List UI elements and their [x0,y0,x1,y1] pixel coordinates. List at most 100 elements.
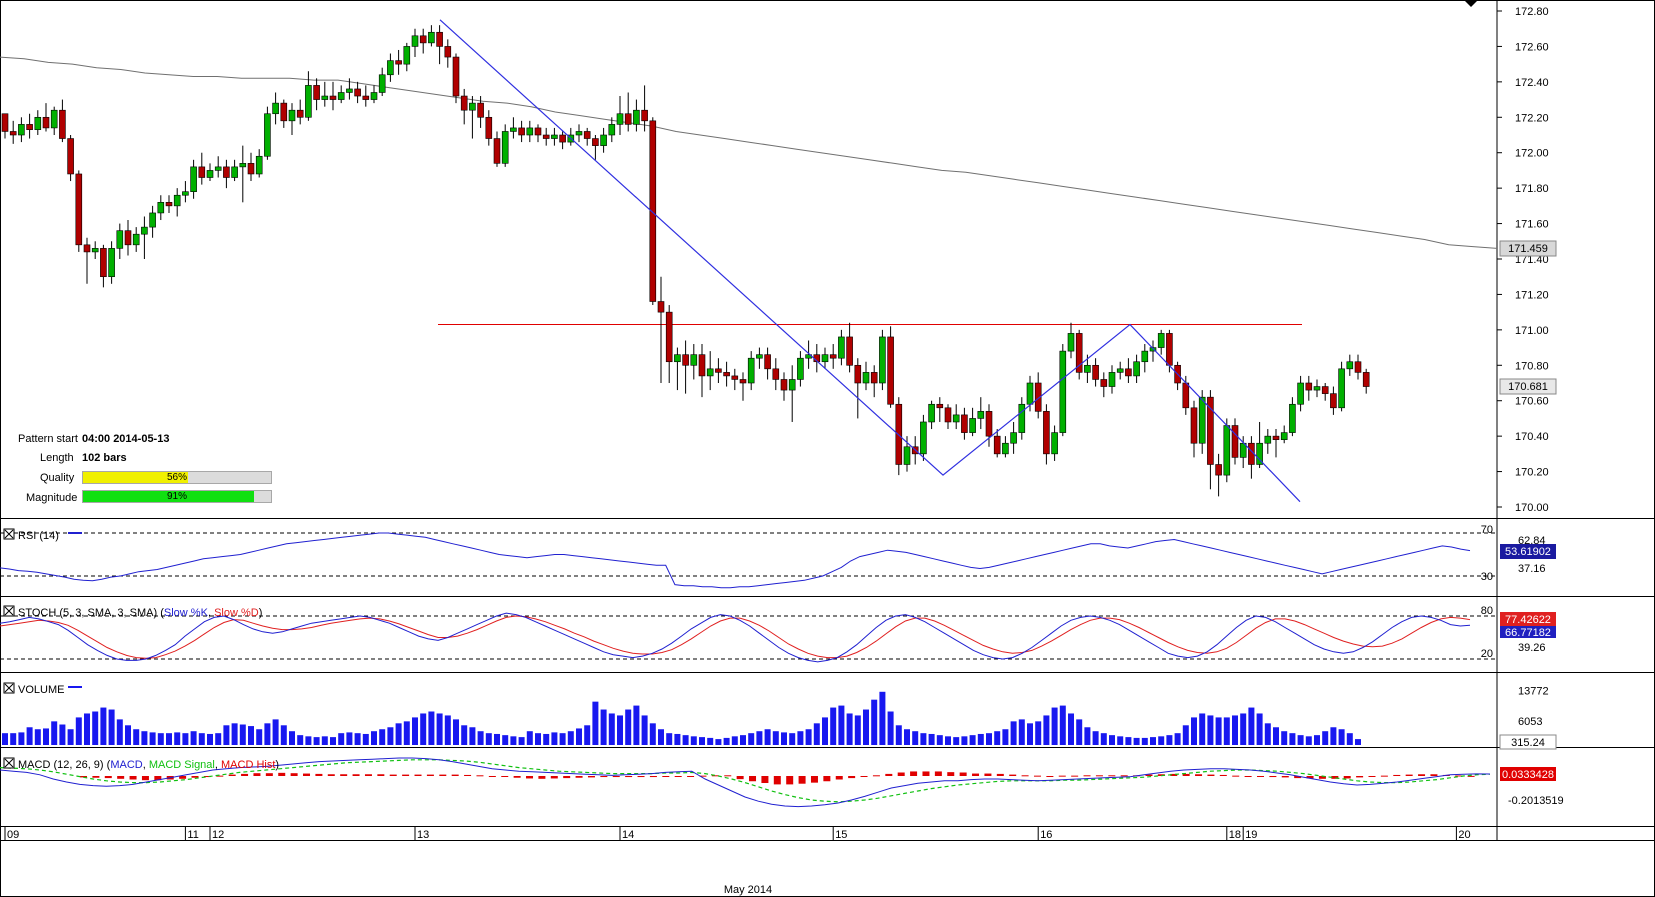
candle-body [1272,435,1280,440]
volume-bar [1166,735,1173,745]
date-label: 16 [1040,829,1052,841]
volume-bar [387,727,394,745]
candle-body [739,379,747,384]
candle-body [641,109,648,122]
volume-bar [576,728,582,745]
macd-hist-bar [823,776,831,782]
candle [272,92,279,125]
candle [1272,429,1280,458]
candle [821,347,829,369]
candle [690,344,698,380]
last-price-tag: 170.681 [1499,378,1557,395]
candle [1297,375,1304,412]
candle [91,241,99,259]
volume-bar [731,736,738,745]
candle-body [157,202,165,214]
candle-body [829,354,837,359]
candle [214,156,222,178]
candle [829,344,837,369]
scroll-marker-icon[interactable] [1464,0,1478,7]
candle-body [633,109,640,125]
rsi-line [0,532,1471,589]
candle [756,347,763,369]
date-label: 12 [212,829,224,841]
volume-bar [362,733,369,745]
macd-hist-bar [984,773,992,776]
candle [559,131,566,150]
candle-body [1141,350,1149,363]
quality-label: Quality [40,472,75,484]
macd-hist-bar [761,776,769,783]
volume-bar [961,736,968,745]
candle [190,159,197,199]
candle-body [452,56,460,97]
volume-bar [904,729,910,745]
macd-hist-bar [959,772,967,776]
macd-hist-bar [835,776,843,780]
candle-body [83,244,91,253]
candle [493,131,501,167]
volume-tick-label: 13772 [1518,686,1549,698]
volume-bar [674,733,681,745]
candle-body [124,230,132,246]
macd-hist-bar [315,773,323,776]
candle [1133,354,1140,383]
candle [1,113,9,139]
volume-bar [305,736,312,745]
macd-hist-bar [191,776,199,778]
candle-body [821,354,829,363]
date-label: 11 [187,829,198,841]
candle [149,205,156,238]
volume-bar [518,737,525,745]
volume-bar [264,723,271,745]
candle [100,244,107,288]
price-tick-label: 171.40 [1515,254,1549,266]
candle [444,39,452,68]
candle [1125,358,1132,383]
volume-bar [1199,713,1206,745]
candle-body [674,354,681,363]
macd-hist-bar [1430,774,1438,776]
candle [370,85,378,104]
macd-hist-bar [154,776,162,781]
candle [657,276,665,383]
candle-body [649,120,657,302]
candle-body [305,85,312,118]
stoch-header: STOCH (5, 3, SMA, 3, SMA) (Slow %K, Slow… [3,605,262,619]
candle-body [862,372,870,384]
candle [649,117,657,306]
stoch-d-tag: 77.42622 [1500,612,1556,626]
macd-hist-bar [1455,775,1463,777]
macd-hist-bar [352,774,360,776]
candle-body [756,354,763,359]
candle-body [223,166,230,178]
candle [387,53,394,82]
volume-bar [1240,713,1247,745]
magnitude-label: Magnitude [26,492,78,504]
candle [83,237,91,284]
candle [895,397,903,476]
candle [551,127,558,146]
candle-body [665,311,673,363]
candle [1059,344,1067,437]
volume-bar [207,733,213,745]
rsi-title: RSI (14) [18,530,59,542]
macd-hist-bar [1095,775,1103,777]
candle-body [1108,372,1116,387]
volume-bar [100,707,107,745]
candle [961,407,968,440]
candle [993,429,1001,458]
moving-average-path [0,56,1498,249]
candle-body [1043,411,1050,455]
candle-body [198,166,206,178]
price-tick-label: 171.80 [1515,183,1549,195]
volume-bar [1232,715,1238,745]
stoch-d-last: 77.42622 [1505,614,1551,626]
volume-bar [1355,739,1361,745]
candle-body [255,155,263,175]
candle [1362,368,1370,394]
macd-hist-bar [1368,776,1376,777]
candle [1330,386,1337,415]
price-tick-label: 172.40 [1515,77,1549,89]
macd-hist-bar [1170,773,1178,776]
